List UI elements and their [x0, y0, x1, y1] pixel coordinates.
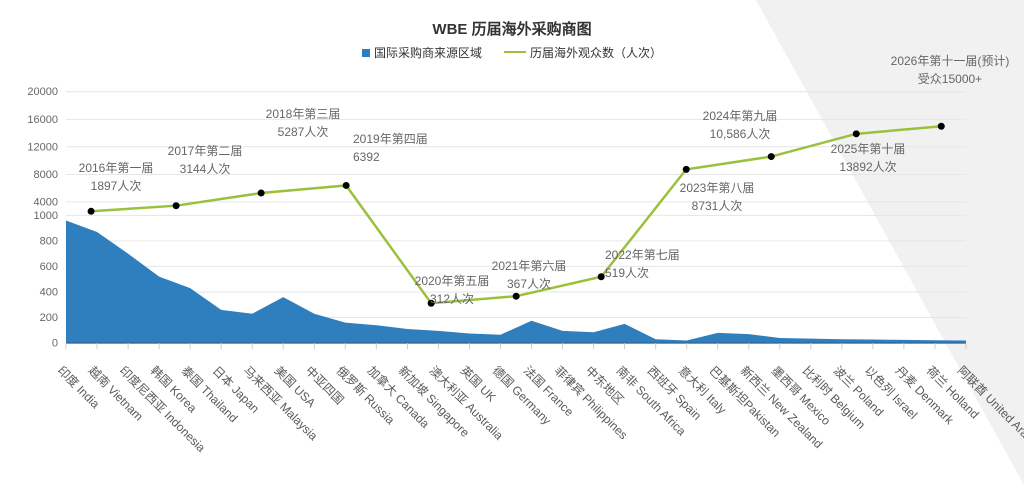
svg-text:4000: 4000 — [34, 196, 58, 208]
svg-text:8000: 8000 — [34, 169, 58, 181]
svg-text:1000: 1000 — [34, 210, 58, 222]
svg-text:1897人次: 1897人次 — [91, 179, 142, 193]
svg-text:3144人次: 3144人次 — [180, 162, 231, 176]
svg-text:13892人次: 13892人次 — [839, 160, 896, 174]
svg-text:2024年第九届: 2024年第九届 — [703, 109, 778, 123]
svg-text:200: 200 — [40, 312, 58, 324]
svg-text:6392: 6392 — [353, 150, 380, 164]
svg-text:2016年第一届: 2016年第一届 — [79, 161, 154, 175]
svg-text:16000: 16000 — [27, 114, 58, 126]
svg-text:400: 400 — [40, 287, 58, 299]
svg-text:519人次: 519人次 — [605, 266, 649, 280]
svg-text:2023年第八届: 2023年第八届 — [680, 181, 755, 195]
svg-text:12000: 12000 — [27, 141, 58, 153]
svg-text:受众15000+: 受众15000+ — [918, 72, 982, 86]
svg-text:2018年第三届: 2018年第三届 — [266, 107, 341, 121]
svg-text:2021年第六届: 2021年第六届 — [492, 259, 567, 273]
svg-text:2020年第五届: 2020年第五届 — [415, 274, 490, 288]
svg-text:5287人次: 5287人次 — [278, 125, 329, 139]
svg-text:2026年第十一届(预计): 2026年第十一届(预计) — [891, 54, 1010, 68]
svg-text:20000: 20000 — [27, 86, 58, 98]
svg-text:8731人次: 8731人次 — [692, 199, 743, 213]
svg-text:10,586人次: 10,586人次 — [710, 127, 771, 141]
svg-text:312人次: 312人次 — [430, 292, 474, 306]
svg-text:2022年第七届: 2022年第七届 — [605, 248, 680, 262]
svg-text:2019年第四届: 2019年第四届 — [353, 132, 428, 146]
svg-text:0: 0 — [52, 338, 58, 350]
svg-text:367人次: 367人次 — [507, 277, 551, 291]
svg-text:600: 600 — [40, 261, 58, 273]
svg-text:2017年第二届: 2017年第二届 — [168, 144, 243, 158]
svg-text:2025年第十届: 2025年第十届 — [831, 142, 906, 156]
svg-text:800: 800 — [40, 235, 58, 247]
